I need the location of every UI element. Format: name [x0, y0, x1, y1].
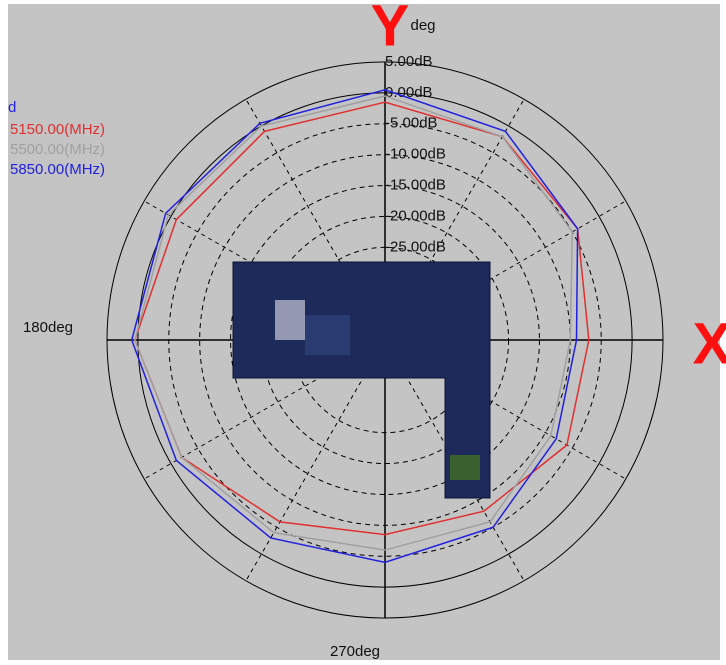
spoke: [143, 339, 386, 480]
legend-title: d: [8, 99, 16, 116]
legend-label: 5500.00(MHz): [10, 141, 105, 158]
series-line: [134, 95, 574, 551]
grid-ring: [168, 123, 602, 557]
r-tick-label: -5.00dB: [385, 115, 438, 132]
grid-ring: [106, 61, 664, 619]
r-tick-label: -10.00dB: [385, 146, 446, 163]
spoke: [245, 339, 386, 582]
r-tick-label: 5.00dB: [385, 53, 433, 70]
x-axis-mark: X: [693, 311, 726, 376]
spoke: [384, 339, 627, 480]
angle-label: 270deg: [330, 643, 380, 660]
r-tick-label: 0.00dB: [385, 84, 433, 101]
spoke: [245, 98, 386, 341]
angle-label: deg: [410, 17, 435, 34]
spoke: [384, 200, 627, 341]
y-axis-mark: Y: [371, 0, 410, 58]
r-tick-label: -25.00dB: [385, 238, 446, 255]
grid-ring: [230, 185, 540, 495]
grid-ring: [137, 92, 633, 588]
spoke: [384, 98, 525, 341]
angle-label: 180deg: [23, 319, 73, 336]
series-line: [130, 89, 579, 564]
pcb-photo: [232, 261, 491, 499]
legend-label: 5850.00(MHz): [10, 161, 105, 178]
legend-label: 5150.00(MHz): [10, 121, 105, 138]
r-tick-label: -20.00dB: [385, 207, 446, 224]
r-tick-label: -15.00dB: [385, 177, 446, 194]
